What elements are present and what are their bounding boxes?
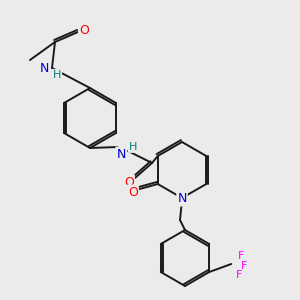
Text: H: H bbox=[53, 70, 61, 80]
Text: N: N bbox=[116, 148, 126, 160]
Text: O: O bbox=[79, 25, 89, 38]
Text: N: N bbox=[177, 193, 187, 206]
Text: O: O bbox=[128, 185, 138, 199]
Text: H: H bbox=[129, 142, 137, 152]
Text: F: F bbox=[236, 270, 242, 280]
Text: F: F bbox=[241, 261, 248, 271]
Text: F: F bbox=[238, 251, 244, 261]
Text: N: N bbox=[39, 62, 49, 76]
Text: O: O bbox=[124, 176, 134, 188]
